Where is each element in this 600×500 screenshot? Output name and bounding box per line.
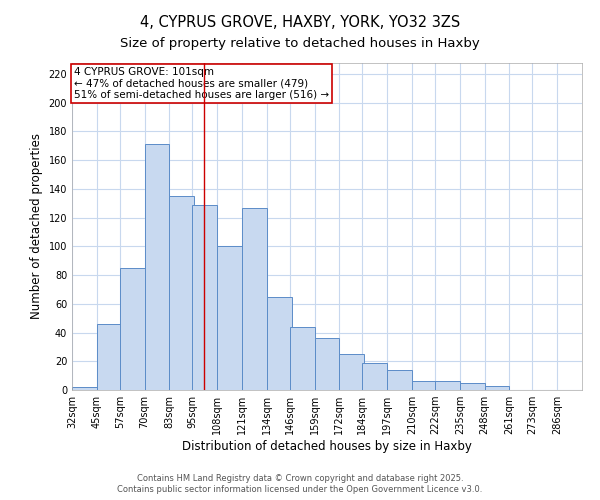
Y-axis label: Number of detached properties: Number of detached properties (30, 133, 43, 320)
Bar (169, 196, 194, 390)
Bar (412, 382, 437, 390)
Bar (485, 386, 509, 390)
Bar (193, 204, 217, 390)
Bar (267, 296, 292, 390)
Bar (290, 327, 314, 390)
Bar (72, 387, 97, 390)
Text: 4, CYPRUS GROVE, HAXBY, YORK, YO32 3ZS: 4, CYPRUS GROVE, HAXBY, YORK, YO32 3ZS (140, 15, 460, 30)
Bar (435, 382, 460, 390)
Text: Contains HM Land Registry data © Crown copyright and database right 2025.
Contai: Contains HM Land Registry data © Crown c… (118, 474, 482, 494)
X-axis label: Distribution of detached houses by size in Haxby: Distribution of detached houses by size … (182, 440, 472, 453)
Bar (314, 338, 340, 390)
Bar (217, 246, 242, 390)
Bar (242, 208, 267, 390)
Text: Size of property relative to detached houses in Haxby: Size of property relative to detached ho… (120, 38, 480, 51)
Bar (120, 268, 145, 390)
Bar (340, 354, 364, 390)
Bar (145, 144, 169, 390)
Bar (362, 362, 387, 390)
Bar (460, 383, 485, 390)
Bar (97, 324, 122, 390)
Text: 4 CYPRUS GROVE: 101sqm
← 47% of detached houses are smaller (479)
51% of semi-de: 4 CYPRUS GROVE: 101sqm ← 47% of detached… (74, 67, 329, 100)
Bar (387, 370, 412, 390)
